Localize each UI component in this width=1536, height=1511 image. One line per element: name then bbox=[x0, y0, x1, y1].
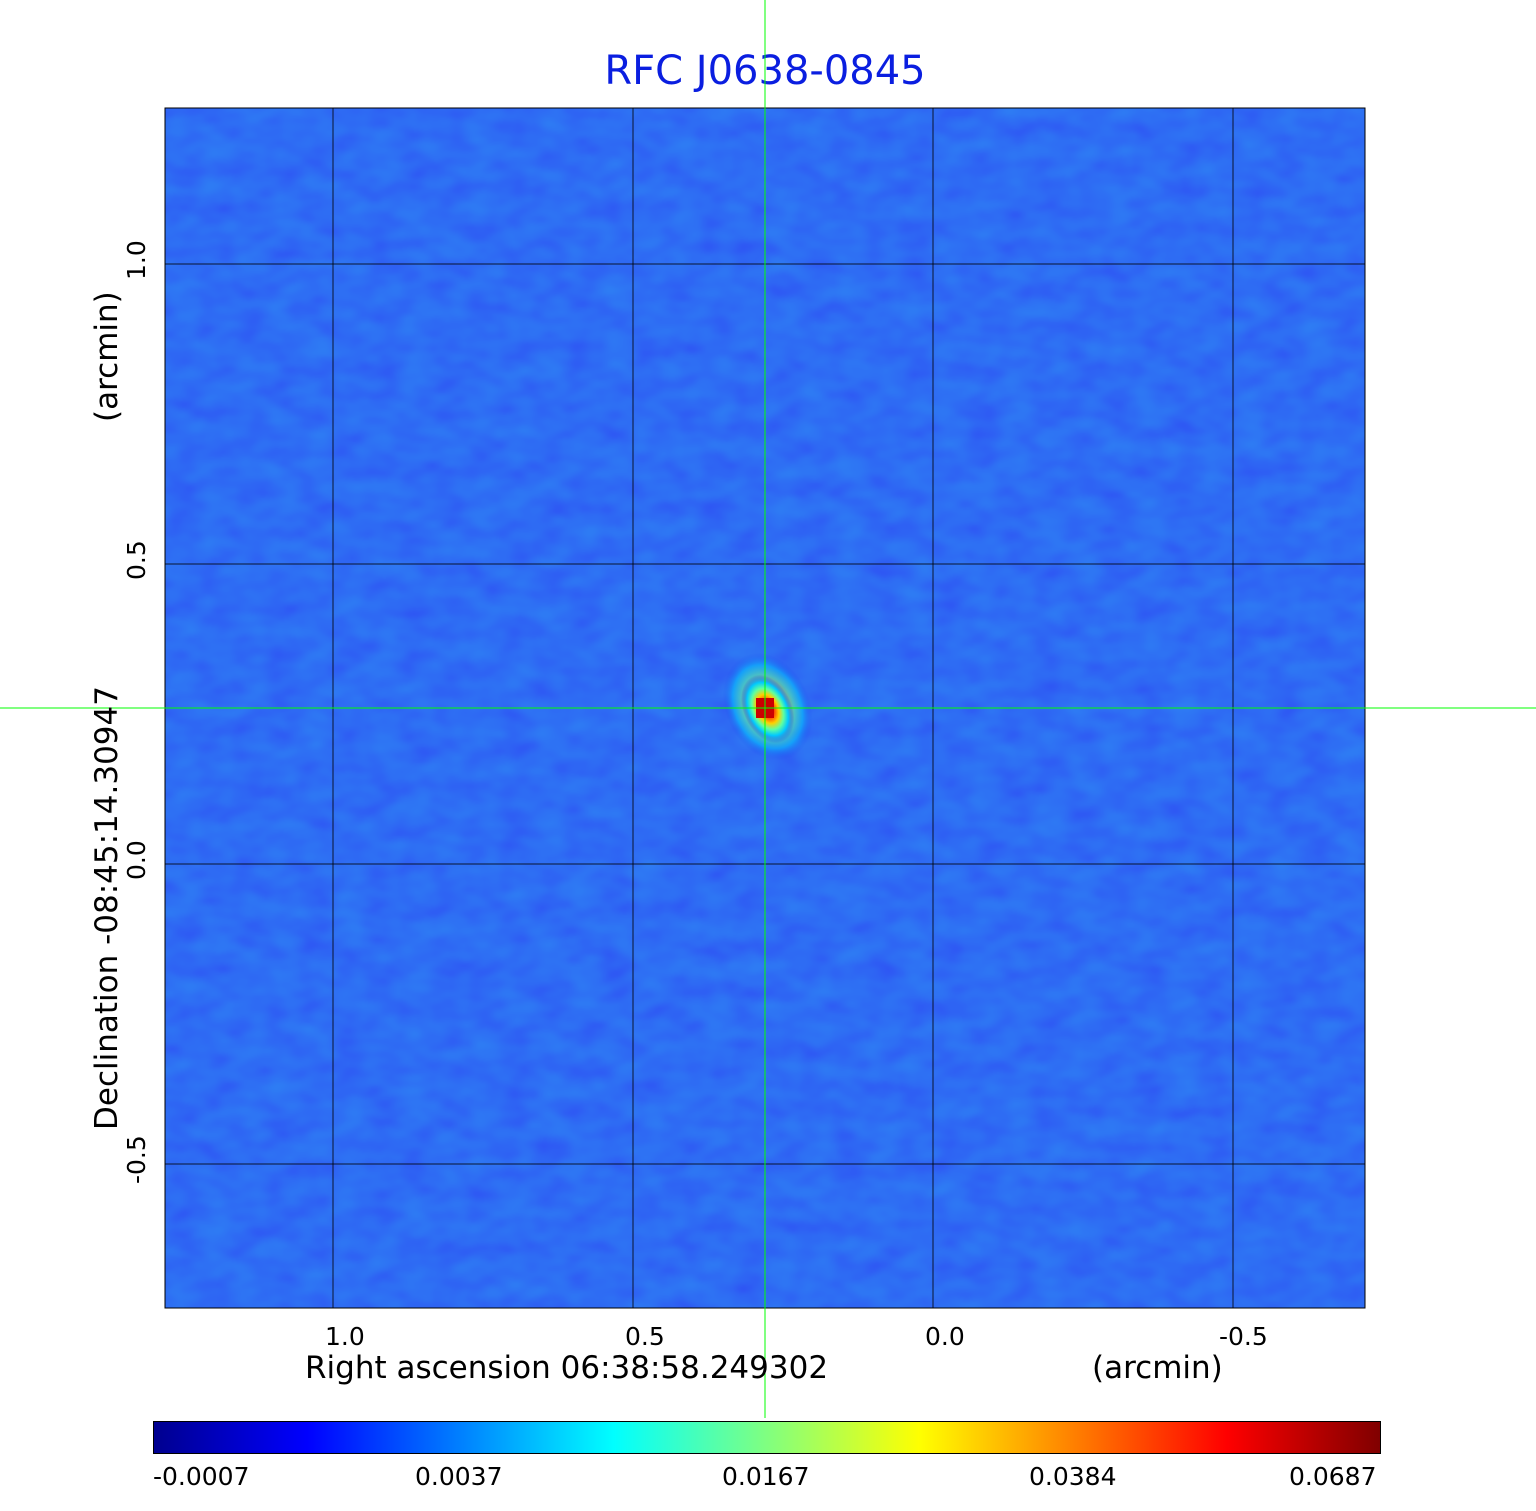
x-tick-label: 0.5 bbox=[625, 1322, 665, 1351]
colorbar-tick-label: 0.0384 bbox=[1029, 1462, 1117, 1491]
y-axis-label: Declination -08:45:14.30947 bbox=[89, 686, 125, 1130]
colorbar-tick-label: 0.0037 bbox=[415, 1462, 503, 1491]
y-tick-label: 0.5 bbox=[122, 540, 151, 580]
colorbar bbox=[153, 1421, 1381, 1454]
x-tick-label: 0.0 bbox=[925, 1322, 965, 1351]
crosshair bbox=[0, 0, 1536, 1418]
colorbar-tick-label: 0.0167 bbox=[722, 1462, 810, 1491]
y-tick-label: -0.5 bbox=[122, 1135, 151, 1184]
x-axis-unit: (arcmin) bbox=[1092, 1350, 1223, 1386]
x-tick-label: -0.5 bbox=[1219, 1322, 1268, 1351]
colorbar-tick-label: -0.0007 bbox=[153, 1462, 250, 1491]
y-tick-label: 0.0 bbox=[122, 840, 151, 880]
y-axis-unit: (arcmin) bbox=[89, 291, 125, 422]
colorbar-tick-label: 0.0687 bbox=[1289, 1462, 1377, 1491]
y-tick-label: 1.0 bbox=[122, 240, 151, 280]
x-axis-label: Right ascension 06:38:58.249302 bbox=[305, 1350, 829, 1386]
x-tick-label: 1.0 bbox=[325, 1322, 365, 1351]
